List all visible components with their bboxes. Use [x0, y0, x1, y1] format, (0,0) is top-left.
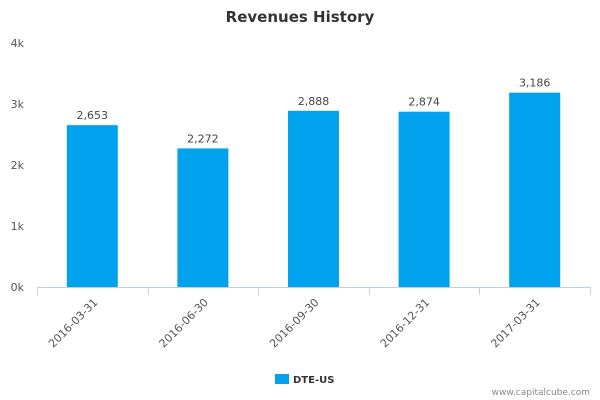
bar-2016-06-30[interactable]	[177, 148, 229, 287]
y-tick-label: 0k	[11, 281, 25, 294]
data-labels-group: 2,653 2,272 2,888 2,874 3,186	[77, 77, 551, 146]
data-label-2016-12-31: 2,874	[408, 96, 440, 109]
x-tick-label: 2016-12-31	[378, 296, 432, 350]
credit-text: www.capitalcube.com	[492, 388, 590, 398]
y-tick-label: 2k	[11, 159, 25, 172]
legend-label-dte-us: DTE-US	[293, 375, 334, 386]
y-tick-label: 3k	[11, 98, 25, 111]
x-tick-label: 2016-09-30	[267, 296, 321, 350]
bar-2017-03-31[interactable]	[509, 92, 561, 288]
bars-group	[66, 92, 561, 288]
legend[interactable]: DTE-US	[275, 374, 334, 386]
legend-swatch	[275, 374, 289, 384]
data-label-2017-03-31: 3,186	[519, 77, 551, 90]
x-tick-label: 2016-03-31	[46, 296, 100, 350]
bar-2016-12-31[interactable]	[398, 111, 450, 287]
data-label-2016-09-30: 2,888	[298, 95, 330, 108]
bar-2016-09-30[interactable]	[288, 110, 339, 287]
data-label-2016-03-31: 2,653	[77, 109, 109, 122]
y-axis: 0k 1k 2k 3k 4k	[11, 37, 25, 294]
x-tick-label: 2017-03-31	[488, 296, 542, 350]
x-axis: 2016-03-31 2016-06-30 2016-09-30 2016-12-31…	[37, 287, 591, 350]
data-label-2016-06-30: 2,272	[187, 132, 219, 145]
y-tick-label: 1k	[11, 220, 25, 233]
x-tick-label: 2016-06-30	[157, 296, 211, 350]
bar-2016-03-31[interactable]	[66, 125, 118, 288]
chart-title: Revenues History	[226, 8, 375, 26]
y-tick-label: 4k	[11, 37, 25, 50]
